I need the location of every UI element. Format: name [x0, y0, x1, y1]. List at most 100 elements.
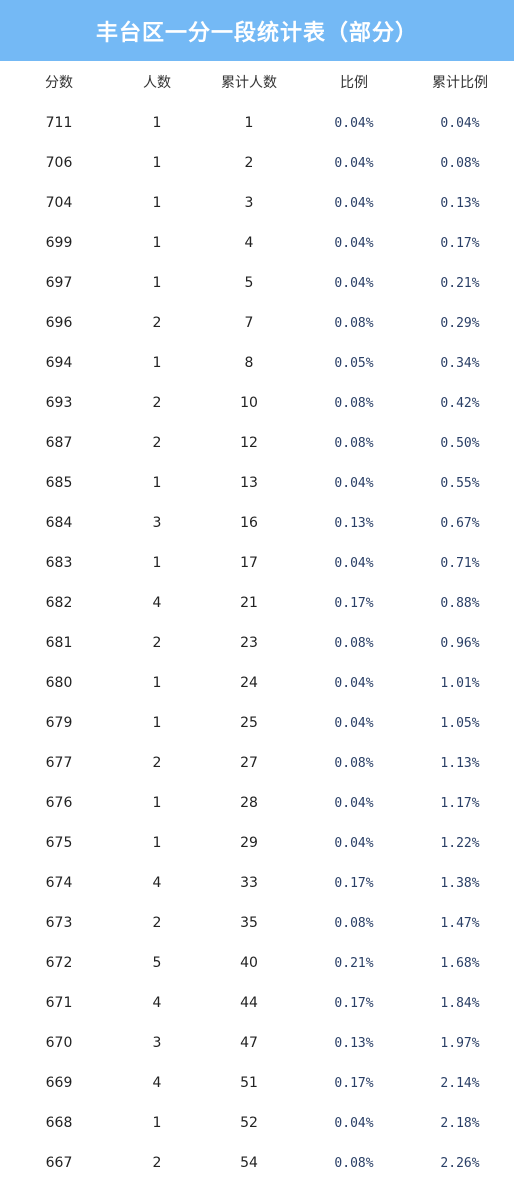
cell-cumulative-count: 35: [240, 915, 258, 931]
cell-cumulative-ratio: 0.88%: [440, 595, 480, 611]
cell-ratio: 0.04%: [334, 235, 374, 251]
table-row: 682 4 21 0.17% 0.88%: [0, 583, 514, 623]
cell-cumulative-ratio: 0.21%: [440, 275, 480, 291]
table-row: 672 5 40 0.21% 1.68%: [0, 943, 514, 983]
cell-ratio: 0.08%: [334, 1155, 374, 1171]
cell-count: 1: [152, 275, 162, 291]
cell-count: 2: [152, 635, 162, 651]
table-row: 704 1 3 0.04% 0.13%: [0, 183, 514, 223]
cell-score: 681: [45, 635, 73, 651]
table-row: 706 1 2 0.04% 0.08%: [0, 143, 514, 183]
cell-cumulative-count: 28: [240, 795, 258, 811]
cell-ratio: 0.08%: [334, 755, 374, 771]
cell-cumulative-ratio: 0.67%: [440, 515, 480, 531]
cell-score: 669: [45, 1075, 73, 1091]
cell-cumulative-ratio: 1.01%: [440, 675, 480, 691]
cell-cumulative-ratio: 1.97%: [440, 1035, 480, 1051]
table-row: 677 2 27 0.08% 1.13%: [0, 743, 514, 783]
cell-cumulative-ratio: 0.34%: [440, 355, 480, 371]
cell-cumulative-ratio: 0.42%: [440, 395, 480, 411]
cell-score: 687: [45, 435, 73, 451]
cell-ratio: 0.04%: [334, 795, 374, 811]
cell-ratio: 0.17%: [334, 995, 374, 1011]
cell-score: 668: [45, 1115, 73, 1131]
table-row: 679 1 25 0.04% 1.05%: [0, 703, 514, 743]
cell-cumulative-ratio: 2.18%: [440, 1115, 480, 1131]
cell-score: 674: [45, 875, 73, 891]
cell-cumulative-count: 7: [244, 315, 254, 331]
cell-score: 704: [45, 195, 73, 211]
table-row: 693 2 10 0.08% 0.42%: [0, 383, 514, 423]
cell-ratio: 0.04%: [334, 715, 374, 731]
cell-cumulative-count: 44: [240, 995, 258, 1011]
cell-score: 676: [45, 795, 73, 811]
header-ratio: 比例: [340, 75, 368, 91]
cell-score: 684: [45, 515, 73, 531]
cell-ratio: 0.17%: [334, 1075, 374, 1091]
cell-ratio: 0.04%: [334, 555, 374, 571]
cell-score: 672: [45, 955, 73, 971]
header-count: 人数: [143, 75, 171, 91]
table-row: 671 4 44 0.17% 1.84%: [0, 983, 514, 1023]
cell-cumulative-count: 51: [240, 1075, 258, 1091]
header-cumulative-count: 累计人数: [221, 75, 277, 91]
table-header-row: 分数 人数 累计人数 比例 累计比例: [0, 61, 514, 103]
cell-cumulative-count: 24: [240, 675, 258, 691]
cell-cumulative-count: 40: [240, 955, 258, 971]
cell-score: 685: [45, 475, 73, 491]
cell-score: 696: [45, 315, 73, 331]
cell-cumulative-count: 12: [240, 435, 258, 451]
cell-cumulative-ratio: 0.04%: [440, 115, 480, 131]
cell-cumulative-count: 25: [240, 715, 258, 731]
cell-score: 699: [45, 235, 73, 251]
table-row: 673 2 35 0.08% 1.47%: [0, 903, 514, 943]
cell-score: 680: [45, 675, 73, 691]
cell-cumulative-count: 33: [240, 875, 258, 891]
table-row: 684 3 16 0.13% 0.67%: [0, 503, 514, 543]
cell-count: 1: [152, 155, 162, 171]
cell-cumulative-count: 10: [240, 395, 258, 411]
cell-score: 677: [45, 755, 73, 771]
table-row: 680 1 24 0.04% 1.01%: [0, 663, 514, 703]
cell-count: 5: [152, 955, 162, 971]
table-row: 687 2 12 0.08% 0.50%: [0, 423, 514, 463]
cell-score: 667: [45, 1155, 73, 1171]
cell-count: 2: [152, 315, 162, 331]
cell-score: 697: [45, 275, 73, 291]
cell-ratio: 0.04%: [334, 115, 374, 131]
cell-ratio: 0.08%: [334, 915, 374, 931]
cell-cumulative-ratio: 0.08%: [440, 155, 480, 171]
cell-cumulative-ratio: 0.71%: [440, 555, 480, 571]
cell-cumulative-count: 27: [240, 755, 258, 771]
cell-score: 693: [45, 395, 73, 411]
cell-count: 2: [152, 435, 162, 451]
cell-score: 675: [45, 835, 73, 851]
cell-ratio: 0.17%: [334, 875, 374, 891]
cell-count: 1: [152, 355, 162, 371]
cell-count: 1: [152, 795, 162, 811]
cell-cumulative-ratio: 0.50%: [440, 435, 480, 451]
cell-ratio: 0.04%: [334, 675, 374, 691]
table-row: 670 3 47 0.13% 1.97%: [0, 1023, 514, 1063]
cell-cumulative-count: 47: [240, 1035, 258, 1051]
table-row: 667 2 54 0.08% 2.26%: [0, 1143, 514, 1183]
cell-cumulative-ratio: 0.55%: [440, 475, 480, 491]
cell-count: 2: [152, 1155, 162, 1171]
table-row: 694 1 8 0.05% 0.34%: [0, 343, 514, 383]
cell-ratio: 0.08%: [334, 315, 374, 331]
cell-count: 1: [152, 555, 162, 571]
cell-count: 3: [152, 1035, 162, 1051]
cell-cumulative-ratio: 0.96%: [440, 635, 480, 651]
cell-score: 673: [45, 915, 73, 931]
cell-score: 706: [45, 155, 73, 171]
cell-count: 1: [152, 235, 162, 251]
cell-cumulative-count: 1: [244, 115, 254, 131]
cell-cumulative-count: 3: [244, 195, 254, 211]
cell-ratio: 0.04%: [334, 1115, 374, 1131]
cell-ratio: 0.13%: [334, 515, 374, 531]
cell-cumulative-ratio: 1.38%: [440, 875, 480, 891]
cell-count: 1: [152, 1115, 162, 1131]
cell-count: 2: [152, 395, 162, 411]
cell-count: 2: [152, 915, 162, 931]
cell-count: 1: [152, 675, 162, 691]
